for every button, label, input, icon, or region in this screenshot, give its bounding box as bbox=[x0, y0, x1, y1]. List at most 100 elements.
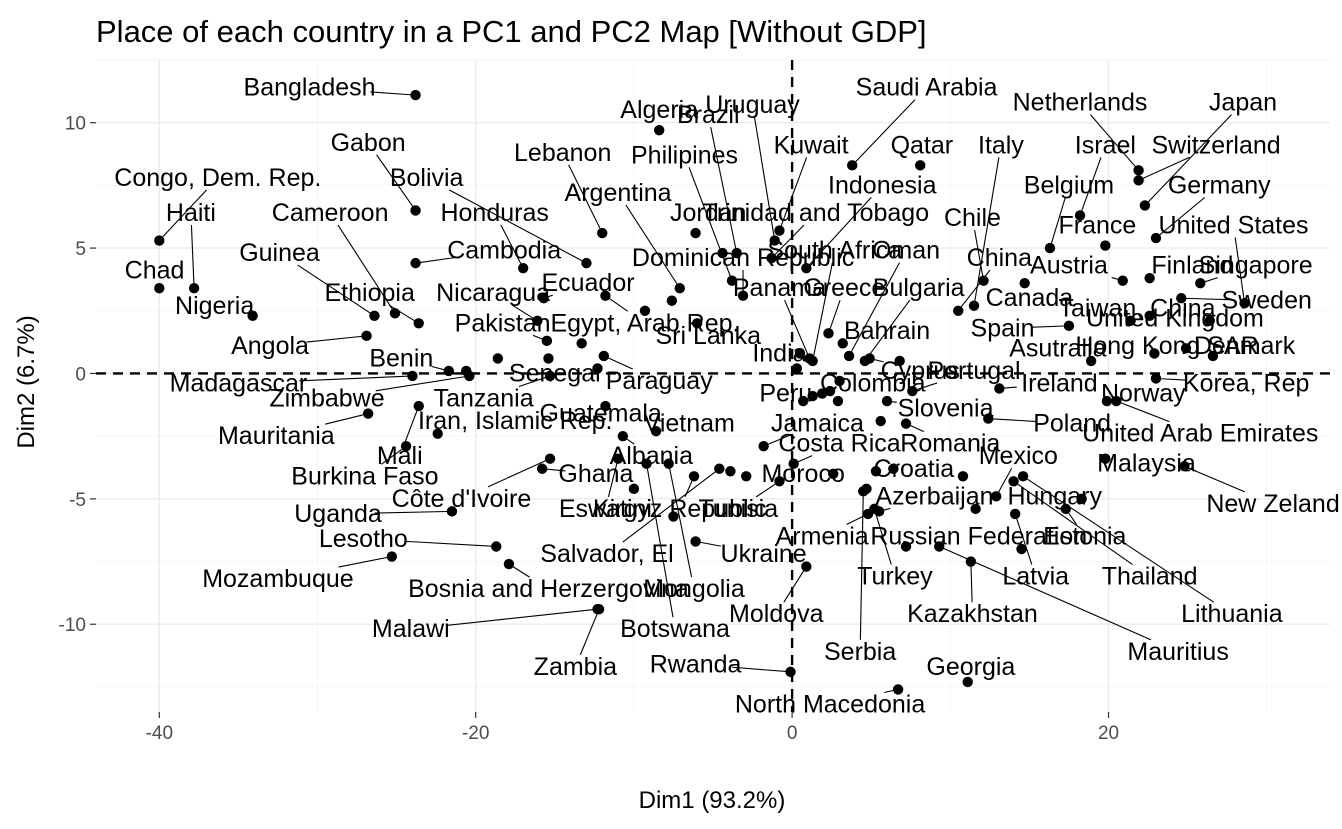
data-point bbox=[766, 252, 777, 264]
label-leader bbox=[943, 548, 1152, 641]
data-point bbox=[1180, 343, 1192, 354]
label-leader bbox=[768, 435, 790, 445]
data-point bbox=[668, 511, 679, 522]
label-leader bbox=[755, 483, 776, 498]
point-label: Mongolia bbox=[643, 575, 745, 603]
data-point bbox=[741, 471, 752, 482]
point-label: Argentina bbox=[565, 179, 672, 207]
data-point bbox=[892, 684, 904, 695]
point-label: Burkina Faso bbox=[291, 462, 438, 490]
data-point bbox=[464, 370, 475, 382]
data-point bbox=[1060, 503, 1071, 515]
label-leader bbox=[1032, 325, 1064, 328]
data-point bbox=[774, 476, 785, 487]
data-point bbox=[628, 483, 640, 495]
data-point bbox=[1111, 395, 1122, 407]
point-label: Vietnam bbox=[644, 410, 735, 438]
point-label: Chile bbox=[944, 204, 1001, 232]
data-point bbox=[617, 430, 629, 442]
data-point bbox=[1204, 315, 1215, 326]
point-label: Mauritania bbox=[218, 422, 335, 450]
label-leader bbox=[622, 471, 716, 543]
label-leader bbox=[874, 359, 884, 363]
label-leader bbox=[532, 334, 543, 340]
data-point bbox=[592, 363, 603, 374]
point-label: Brazil bbox=[677, 101, 740, 129]
data-point bbox=[410, 257, 421, 269]
label-leader bbox=[891, 401, 897, 403]
point-label: Singapore bbox=[1199, 252, 1313, 280]
label-leader bbox=[338, 556, 388, 568]
point-label: Cameroon bbox=[272, 199, 389, 227]
label-leader bbox=[784, 299, 809, 355]
point-label: Sri Lanka bbox=[655, 322, 761, 350]
data-point bbox=[965, 556, 977, 567]
point-label: Pakistan bbox=[455, 309, 551, 337]
data-point bbox=[978, 275, 989, 286]
data-point bbox=[654, 125, 665, 136]
point-label: Russian Federation bbox=[870, 522, 1087, 550]
x-axis-title: Dim1 (93.2%) bbox=[639, 787, 786, 814]
label-leader bbox=[1111, 277, 1119, 280]
point-label: Ireland bbox=[1021, 369, 1097, 397]
point-label: Kazakhstan bbox=[907, 600, 1038, 628]
x-tick-label: 20 bbox=[1098, 723, 1119, 744]
point-label: South Africa bbox=[767, 237, 902, 265]
data-point bbox=[888, 463, 899, 474]
data-point bbox=[769, 235, 780, 246]
label-leader bbox=[487, 460, 546, 488]
data-point bbox=[797, 395, 809, 407]
data-point bbox=[968, 300, 980, 311]
label-leader bbox=[646, 468, 674, 618]
point-label: Qatar bbox=[891, 131, 954, 159]
point-label: Lithuania bbox=[1181, 600, 1283, 628]
label-leader bbox=[381, 448, 403, 465]
label-leader bbox=[732, 666, 786, 673]
point-label: Panama bbox=[733, 274, 826, 302]
point-label: Ghana bbox=[558, 460, 633, 488]
data-point bbox=[361, 330, 372, 342]
point-label: Poland bbox=[1033, 410, 1111, 438]
point-label: Bulgaria bbox=[873, 274, 965, 302]
data-point bbox=[957, 471, 969, 482]
label-leader bbox=[1186, 297, 1231, 301]
point-label: Haiti bbox=[166, 199, 216, 227]
data-point bbox=[1149, 348, 1160, 359]
point-label: Trinidad and Tobago bbox=[703, 199, 930, 227]
point-label: Germany bbox=[1168, 171, 1271, 199]
point-label: Peru bbox=[759, 380, 812, 408]
label-leader bbox=[910, 425, 925, 433]
data-point bbox=[389, 308, 401, 319]
label-leader bbox=[500, 224, 522, 264]
label-leader bbox=[609, 298, 629, 312]
data-point bbox=[188, 283, 200, 294]
point-label: Taiwan, China bbox=[1058, 294, 1215, 322]
data-point bbox=[843, 350, 855, 362]
label-leader bbox=[374, 510, 447, 514]
data-point bbox=[1150, 232, 1162, 244]
point-label: Dominican Republic bbox=[632, 244, 854, 272]
point-label: Tunisia bbox=[698, 495, 778, 523]
label-leader bbox=[370, 91, 411, 96]
point-label: Cambodia bbox=[447, 237, 561, 265]
data-point bbox=[900, 418, 912, 429]
label-leader bbox=[813, 262, 833, 357]
point-label: Colombia bbox=[820, 369, 926, 397]
data-point bbox=[1195, 277, 1206, 289]
point-label: Zambia bbox=[534, 653, 617, 681]
data-point bbox=[828, 468, 839, 479]
y-tick-label: -10 bbox=[59, 615, 86, 636]
label-leader bbox=[1017, 483, 1133, 566]
data-point bbox=[915, 160, 926, 171]
data-point bbox=[962, 676, 973, 688]
point-label: Bangladesh bbox=[244, 74, 376, 102]
data-point bbox=[725, 466, 736, 477]
label-leader bbox=[406, 540, 492, 547]
label-leader bbox=[388, 304, 415, 322]
label-leader bbox=[829, 300, 841, 329]
data-point bbox=[690, 227, 701, 239]
label-leader bbox=[883, 507, 891, 511]
point-label: Albania bbox=[610, 442, 693, 470]
point-label: Saudi Arabia bbox=[856, 74, 998, 102]
